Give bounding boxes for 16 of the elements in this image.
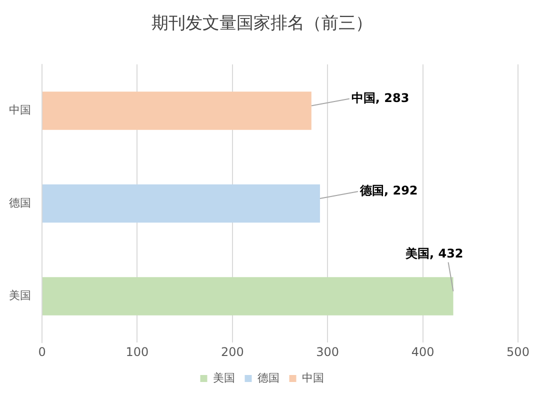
y-tick-label: 德国 (9, 196, 31, 210)
data-label: 美国, 432 (404, 246, 464, 260)
y-tick-label: 美国 (9, 289, 31, 302)
data-label: 德国, 292 (358, 184, 418, 198)
legend-label: 中国 (302, 371, 324, 384)
legend-label: 美国 (212, 371, 235, 384)
x-tick-label: 0 (38, 344, 46, 359)
legend-label: 德国 (257, 371, 280, 384)
y-tick-label: 中国 (9, 104, 31, 117)
x-tick-label: 300 (316, 344, 340, 359)
data-label: 中国, 283 (351, 90, 410, 105)
x-tick-label: 500 (506, 344, 530, 359)
x-tick-label: 400 (411, 344, 434, 359)
chart-title: 期刊发文量国家排名（前三） (152, 14, 372, 34)
x-tick-label: 200 (220, 344, 244, 359)
x-tick-label: 100 (126, 344, 149, 359)
